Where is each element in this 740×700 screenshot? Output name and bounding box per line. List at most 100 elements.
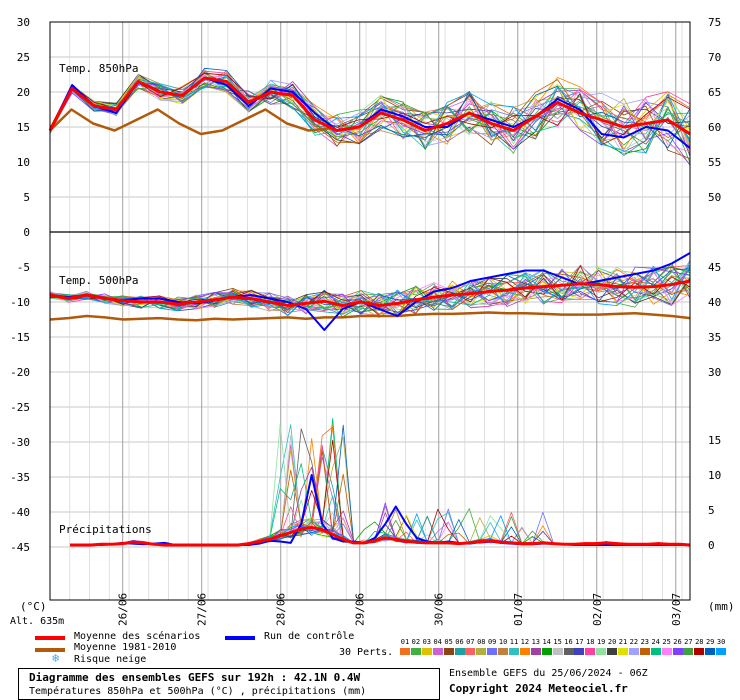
perturbation-swatch	[476, 648, 487, 655]
perturbation-number: 25	[662, 638, 671, 646]
y2-tick-label: 50	[708, 191, 721, 204]
perturbation-swatch	[509, 648, 519, 655]
perturbation-number: 01	[400, 638, 410, 646]
perturbation-number: 20	[607, 638, 617, 646]
x-tick-label: 02/07	[591, 593, 604, 626]
precip-mean-line	[70, 526, 691, 547]
perturbation-number: 19	[596, 638, 606, 646]
chart-subtitle: Températures 850hPa et 500hPa (°C) , pré…	[29, 686, 367, 697]
t500-climatology-line	[49, 311, 691, 322]
altitude-label: Alt. 635m	[10, 616, 65, 627]
climatology-legend-swatch	[35, 648, 65, 652]
perturbation-swatch	[694, 648, 705, 655]
perturbation-number: 12	[520, 638, 530, 646]
y-tick-label: -45	[10, 541, 30, 554]
perturbation-swatch	[410, 648, 421, 655]
perturbation-number: 17	[575, 638, 584, 646]
perturbation-number: 09	[487, 638, 497, 646]
perturbation-number: 24	[651, 638, 660, 646]
perturbation-swatch	[432, 648, 443, 655]
y2-tick-label: 0	[708, 539, 715, 552]
perturbation-number: 13	[531, 638, 541, 646]
perturbation-number: 04	[433, 638, 442, 646]
y-tick-label: -15	[10, 331, 30, 344]
y2-tick-label: 45	[708, 261, 721, 274]
y-tick-label: 15	[17, 121, 30, 134]
y-tick-label: -25	[10, 401, 30, 414]
y-tick-label: -10	[10, 296, 30, 309]
y2-tick-label: 55	[708, 156, 721, 169]
y-tick-label: 5	[23, 191, 30, 204]
y2-tick-label: 40	[708, 296, 721, 309]
chart-title: Diagramme des ensembles GEFS sur 192h : …	[29, 671, 361, 684]
right-axis-unit: (mm)	[708, 600, 735, 613]
mean-legend-swatch	[35, 636, 65, 640]
perturbation-swatch	[607, 648, 618, 655]
perturbation-number: 26	[673, 638, 682, 646]
t850-panel-label: Temp. 850hPa	[59, 62, 138, 75]
perturbation-swatch	[650, 648, 661, 655]
ensemble-chart: 302520151050-5-10-15-20-25-30-35-40-4575…	[10, 16, 735, 626]
perturbation-swatch	[716, 648, 727, 655]
mean-legend-label: Moyenne des scénarios	[74, 631, 201, 642]
y2-tick-label: 15	[708, 434, 721, 447]
perturbation-number: 05	[444, 638, 453, 646]
t500-mean-line	[49, 279, 691, 307]
x-tick-label: 26/06	[117, 593, 130, 626]
perturbation-number: 08	[477, 638, 486, 646]
perturbation-swatch	[661, 648, 672, 655]
perturbation-swatch	[563, 648, 574, 655]
perturbation-swatch	[443, 648, 454, 655]
y-tick-label: 20	[17, 86, 30, 99]
t850-member-line	[49, 74, 691, 153]
x-tick-label: 03/07	[670, 593, 683, 626]
y-tick-label: 25	[17, 51, 30, 64]
y-tick-label: -35	[10, 471, 30, 484]
t850-mean-line	[48, 76, 691, 136]
perturbation-swatch	[530, 648, 541, 655]
y-tick-label: -30	[10, 436, 30, 449]
t850-member-line	[49, 70, 691, 148]
perturbation-swatch	[683, 648, 694, 655]
t850-member-line	[49, 77, 691, 145]
y-tick-label: -5	[17, 261, 30, 274]
perturbation-number: 07	[466, 638, 475, 646]
perturbation-swatch	[628, 648, 639, 655]
t500-member-line	[49, 265, 691, 317]
y-tick-label: 10	[17, 156, 30, 169]
perturbation-number: 16	[564, 638, 573, 646]
perturbations-label: 30 Perts.	[339, 647, 394, 658]
perturbation-swatch	[519, 648, 530, 655]
t850-member-line	[49, 78, 691, 139]
y2-tick-label: 60	[708, 121, 721, 134]
control-legend-label: Run de contrôle	[264, 631, 355, 642]
y-tick-label: 0	[23, 226, 30, 239]
y2-tick-label: 10	[708, 469, 721, 482]
y2-tick-label: 75	[708, 16, 721, 29]
perturbation-swatch	[705, 648, 716, 655]
y2-tick-label: 65	[708, 86, 721, 99]
chart-info-box: Diagramme des ensembles GEFS sur 192h : …	[18, 668, 440, 700]
perturbation-swatch	[672, 648, 683, 655]
perturbation-swatch	[400, 648, 410, 655]
run-info: Ensemble GEFS du 25/06/2024 - 06Z	[449, 668, 648, 679]
snow-legend-label: Risque neige	[74, 654, 147, 665]
perturbation-swatch	[465, 648, 476, 655]
precip-panel-label: Précipitations	[59, 523, 152, 536]
t850-member-line	[49, 83, 691, 166]
perturbation-number: 11	[509, 638, 519, 646]
control-legend-swatch	[225, 636, 255, 640]
y2-tick-label: 70	[708, 51, 721, 64]
t850-member-line	[49, 77, 691, 164]
legend: Alt. 635m Moyenne des scénarios Run de c…	[0, 616, 740, 700]
perturbation-swatch	[639, 648, 650, 655]
perturbation-number: 23	[640, 638, 650, 646]
t500-member-line	[49, 264, 691, 311]
perturbation-number: 10	[498, 638, 508, 646]
perturbation-swatch	[596, 648, 607, 655]
y-tick-label: 30	[17, 16, 30, 29]
perturbation-number: 28	[695, 638, 704, 646]
perturbation-swatch	[585, 648, 596, 655]
climatology-legend-label: Moyenne 1981-2010	[74, 642, 177, 653]
perturbation-number: 30	[716, 638, 726, 646]
